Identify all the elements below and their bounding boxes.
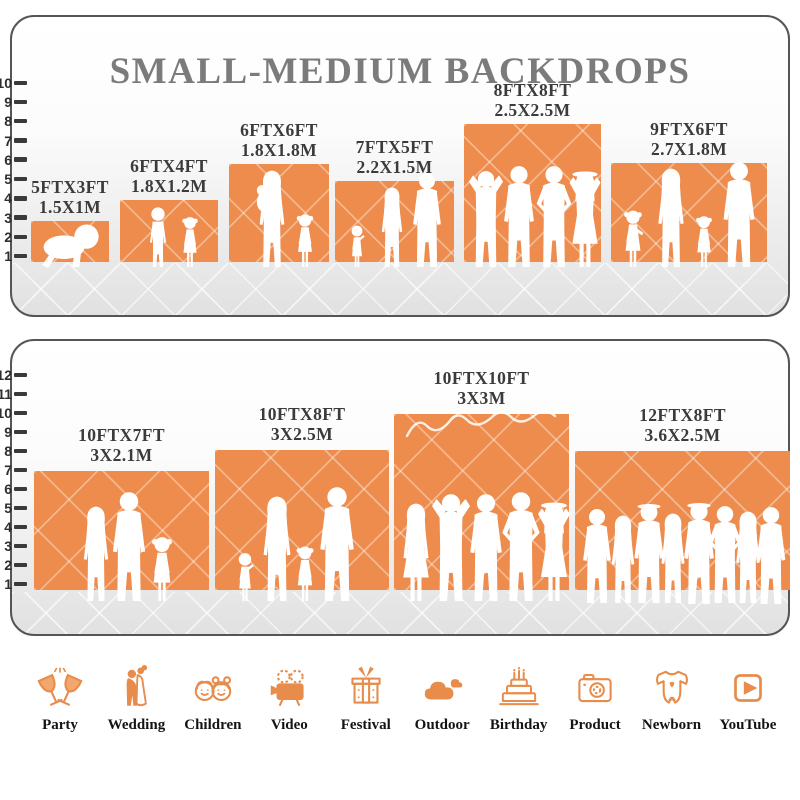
- category-label: Festival: [340, 717, 391, 733]
- baby-onesie-icon: [655, 670, 688, 704]
- size-label-5x3: 5FTX3FT 1.5X1M: [31, 177, 109, 218]
- ruler-mark-1: 1: [0, 249, 27, 263]
- size-label-12x8: 12FTX8FT 3.6X2.5M: [639, 405, 726, 446]
- category-label: Birthday: [489, 717, 548, 733]
- category-wedding: Wedding: [100, 663, 172, 734]
- category-party: Party: [24, 663, 96, 734]
- backdrop-bar-6x4: [120, 200, 218, 262]
- category-video: Video: [253, 663, 325, 734]
- category-label: Product: [569, 717, 621, 733]
- ruler-mark-4: 4: [0, 191, 27, 205]
- category-outdoor: Outdoor: [406, 663, 478, 734]
- ruler-mark-1: 1: [0, 577, 27, 591]
- backdrop-bar-10x10: [394, 414, 569, 590]
- ruler-mark-3: 3: [0, 211, 27, 225]
- photo-camera-icon: [578, 673, 612, 703]
- floor-hatch: [12, 592, 788, 634]
- category-label: Wedding: [107, 717, 166, 733]
- ruler-mark-3: 3: [0, 539, 27, 553]
- category-label: Party: [42, 717, 78, 733]
- category-product: Product: [559, 663, 631, 734]
- ruler-mark-5: 5: [0, 501, 27, 515]
- size-label-10x7: 10FTX7FT 3X2.1M: [78, 425, 165, 466]
- page-title: SMALL-MEDIUM BACKDROPS: [109, 51, 691, 92]
- ruler-mark-9: 9: [0, 425, 27, 439]
- panel-top: SMALL-MEDIUM BACKDROPS 10 9 8 7 6 5 4 3 …: [0, 15, 790, 317]
- children-faces-icon: [194, 676, 232, 702]
- ruler-mark-11: 11: [0, 387, 27, 401]
- ruler-mark-8: 8: [0, 444, 27, 458]
- wedding-couple-icon: [127, 664, 148, 707]
- size-label-10x10: 10FTX10FT 3X3M: [433, 368, 530, 409]
- category-label: Newborn: [641, 717, 702, 733]
- ruler-mark-7: 7: [0, 463, 27, 477]
- size-label-9x6: 9FTX6FT 2.7X1.8M: [650, 119, 728, 160]
- category-label: Outdoor: [414, 717, 470, 733]
- birthday-cake-icon: [498, 667, 539, 706]
- backdrop-bar-9x6: [611, 163, 767, 262]
- backdrop-bar-7x5: [335, 181, 454, 262]
- ruler-mark-8: 8: [0, 114, 27, 128]
- video-camera-icon: [271, 669, 304, 707]
- size-label-7x5: 7FTX5FT 2.2X1.5M: [355, 137, 434, 178]
- backdrop-bar-10x8: [215, 450, 389, 590]
- size-label-8x8: 8FTX8FT 2.5X2.5M: [493, 80, 572, 121]
- ruler-mark-2: 2: [0, 230, 27, 244]
- ruler-mark-12: 12: [0, 368, 27, 382]
- cloud-icon: [425, 679, 463, 700]
- ruler-mark-6: 6: [0, 482, 27, 496]
- backdrop-bar-12x8: [575, 451, 790, 590]
- category-newborn: Newborn: [636, 663, 708, 734]
- ruler-mark-6: 6: [0, 153, 27, 167]
- youtube-play-icon: [734, 674, 762, 702]
- ruler-mark-4: 4: [0, 520, 27, 534]
- party-glasses-icon: [37, 667, 83, 706]
- category-children: Children: [177, 663, 249, 734]
- panel-bottom: 12 11 10 9 8 7 6 5 4 3 2 1 10FTX7FT 3X2.1…: [0, 339, 790, 636]
- ruler-mark-9: 9: [0, 95, 27, 109]
- category-birthday: Birthday: [483, 663, 555, 734]
- category-festival: Festival: [330, 663, 402, 734]
- backdrop-bar-8x8: [464, 124, 601, 262]
- size-label-10x8: 10FTX8FT 3X2.5M: [258, 404, 346, 445]
- category-label: YouTube: [719, 717, 777, 733]
- ruler-mark-10: 10: [0, 76, 27, 90]
- ruler-mark-7: 7: [0, 134, 27, 148]
- category-row: Party Wedding: [24, 663, 784, 734]
- size-label-6x6: 6FTX6FT 1.8X1.8M: [240, 120, 318, 161]
- backdrop-bar-10x7: [34, 471, 209, 590]
- backdrop-bar-6x6: [229, 164, 329, 262]
- size-label-6x4: 6FTX4FT 1.8X1.2M: [130, 156, 208, 197]
- backdrop-bar-5x3: [31, 221, 109, 262]
- floor-hatch: [12, 263, 788, 315]
- ruler-mark-2: 2: [0, 558, 27, 572]
- category-youtube: YouTube: [712, 663, 784, 734]
- category-label: Video: [270, 717, 308, 733]
- category-label: Children: [184, 717, 242, 733]
- ruler-mark-10: 10: [0, 406, 27, 420]
- ruler-mark-5: 5: [0, 172, 27, 186]
- gift-box-icon: [351, 666, 381, 704]
